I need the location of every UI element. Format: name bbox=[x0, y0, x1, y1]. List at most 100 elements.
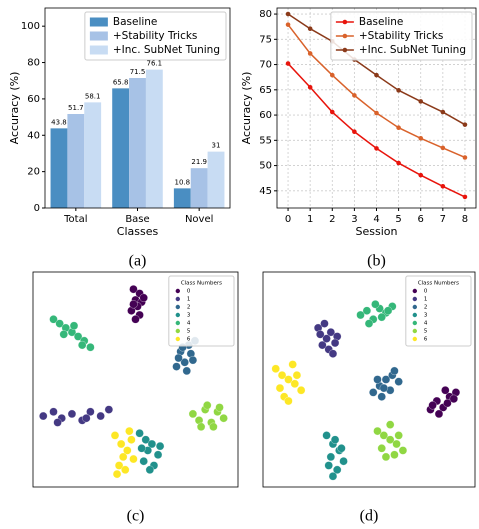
point bbox=[383, 306, 393, 315]
legend-label: +Stability Tricks bbox=[359, 30, 444, 42]
x-tick-label: 7 bbox=[440, 214, 446, 225]
caption: (b) bbox=[367, 253, 386, 270]
point bbox=[110, 431, 120, 440]
point bbox=[440, 145, 446, 151]
legend: Class Numbers 0 1 2 3 4 5 6 bbox=[405, 275, 472, 347]
point bbox=[182, 366, 191, 376]
point bbox=[129, 285, 138, 294]
point bbox=[333, 465, 342, 474]
legend-swatch bbox=[175, 336, 181, 342]
point bbox=[277, 371, 287, 380]
point bbox=[285, 61, 291, 66]
point bbox=[147, 439, 157, 449]
point bbox=[362, 306, 372, 315]
point bbox=[330, 338, 340, 348]
x-tick-label: Base bbox=[125, 214, 149, 225]
legend-label: 2 bbox=[424, 305, 428, 311]
point bbox=[174, 353, 183, 363]
legend-label: Baseline bbox=[113, 16, 158, 28]
point bbox=[418, 136, 424, 141]
point bbox=[86, 407, 95, 416]
point bbox=[129, 300, 138, 309]
legend-swatch bbox=[412, 288, 418, 294]
point bbox=[209, 422, 218, 431]
point bbox=[139, 457, 148, 466]
point bbox=[203, 401, 212, 410]
point bbox=[328, 472, 338, 481]
plot-frame bbox=[276, 7, 477, 209]
x-tick-label: Total bbox=[63, 214, 87, 225]
point bbox=[82, 414, 91, 423]
point bbox=[441, 386, 450, 395]
point bbox=[390, 450, 399, 459]
legend-swatch bbox=[175, 288, 181, 294]
point bbox=[326, 328, 335, 337]
point bbox=[364, 319, 374, 328]
legend-label: +Stability Tricks bbox=[113, 30, 198, 42]
point bbox=[117, 439, 126, 449]
x-tick-label: 6 bbox=[418, 214, 424, 225]
bar bbox=[173, 188, 191, 208]
legend-label: 1 bbox=[187, 297, 191, 303]
legend-swatch bbox=[89, 31, 108, 41]
point bbox=[129, 454, 138, 464]
x-tick-label: 0 bbox=[285, 214, 291, 225]
point bbox=[396, 125, 401, 130]
legend-label: +Inc. SubNet Tuning bbox=[113, 44, 220, 56]
point bbox=[125, 426, 134, 436]
point bbox=[377, 312, 386, 322]
y-tick-label: 45 bbox=[259, 186, 272, 197]
point bbox=[337, 444, 346, 453]
legend-swatch bbox=[412, 328, 418, 334]
point bbox=[428, 401, 437, 410]
point bbox=[434, 409, 444, 419]
legend: Baseline +Stability Tricks +Inc. SubNet Tu… bbox=[84, 11, 227, 61]
legend-box bbox=[84, 11, 227, 61]
point bbox=[307, 84, 313, 90]
legend-label: 5 bbox=[424, 329, 428, 335]
plot-frame bbox=[32, 271, 239, 488]
x-tick-label: 2 bbox=[329, 214, 335, 225]
point bbox=[39, 411, 48, 421]
point bbox=[53, 418, 62, 427]
point bbox=[324, 461, 333, 470]
point bbox=[145, 465, 155, 474]
point bbox=[398, 446, 408, 455]
legend-swatch bbox=[175, 312, 181, 318]
point bbox=[49, 407, 58, 416]
legend-swatch bbox=[175, 320, 181, 326]
point bbox=[307, 26, 313, 32]
point bbox=[119, 452, 128, 462]
y-tick-label: 60 bbox=[27, 94, 40, 105]
point bbox=[275, 383, 285, 393]
point bbox=[137, 444, 146, 453]
legend-label: 1 bbox=[424, 297, 428, 303]
point bbox=[322, 334, 331, 343]
point bbox=[322, 431, 331, 440]
y-tick-label: 20 bbox=[27, 167, 40, 178]
bar bbox=[207, 151, 225, 208]
bar bbox=[84, 102, 102, 208]
point bbox=[352, 93, 357, 98]
point bbox=[96, 411, 105, 421]
point bbox=[69, 321, 79, 330]
legend-label: 2 bbox=[187, 305, 191, 311]
point bbox=[386, 435, 395, 444]
point bbox=[329, 72, 335, 78]
point bbox=[59, 330, 68, 339]
legend-swatch bbox=[175, 304, 181, 310]
point bbox=[379, 383, 388, 393]
bar bbox=[112, 88, 130, 208]
legend-title: Class Numbers bbox=[181, 281, 222, 287]
value-label: 51.7 bbox=[68, 104, 84, 112]
panel: (c) Class Numbers 0 1 2 3 4 5 6 bbox=[32, 271, 239, 525]
x-axis-label: Session bbox=[356, 225, 398, 238]
value-label: 65.8 bbox=[113, 78, 129, 86]
point bbox=[290, 379, 299, 388]
point bbox=[139, 293, 148, 302]
legend-label: 0 bbox=[187, 289, 191, 295]
point bbox=[219, 414, 228, 423]
point bbox=[374, 146, 379, 151]
